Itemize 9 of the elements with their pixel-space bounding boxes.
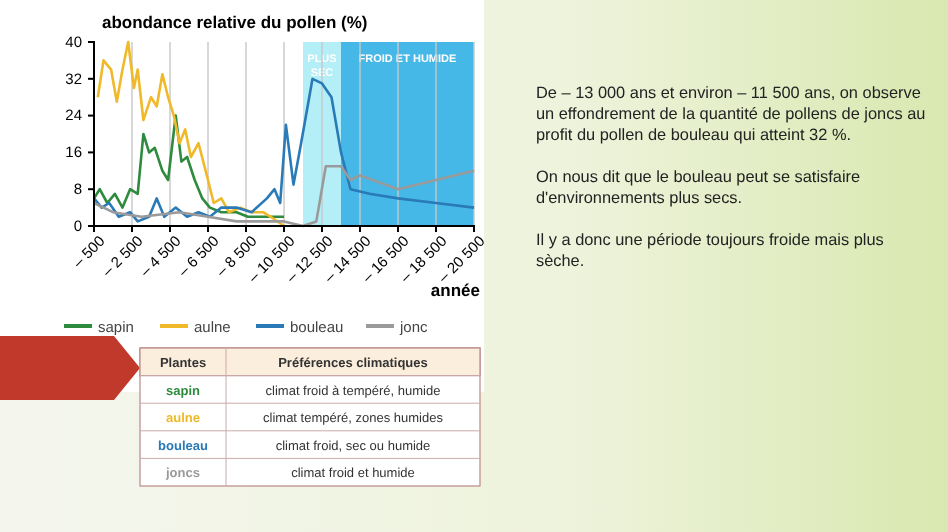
line-series <box>92 164 476 228</box>
line-series <box>92 77 476 223</box>
x-axis-title: année <box>430 280 481 300</box>
text: Il y a donc une période toujours froide mais plus sèche. <box>536 231 884 270</box>
text: On nous dit que le bouleau peut se satisfaire d'environnements plus secs. <box>536 168 861 207</box>
line-series <box>92 114 286 219</box>
line-series <box>96 40 286 228</box>
text: De – 13 000 ans et environ – 11 500 ans, on observe un effondrement de la quantité de pollens de joncs au profit du pollen de bouleau qui atteint 32 %. <box>536 84 927 144</box>
chart-title: abondance relative du pollen (%) <box>102 12 368 32</box>
